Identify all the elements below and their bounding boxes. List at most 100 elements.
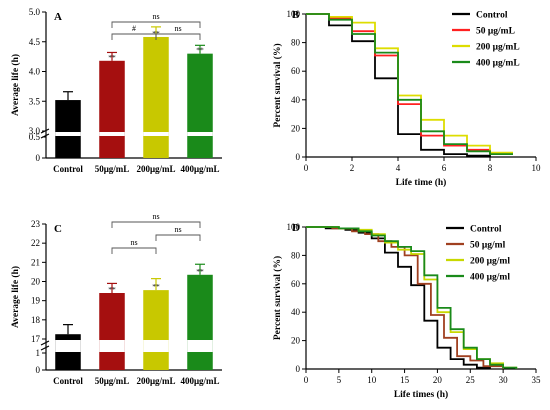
x-axis-label: Life times (h) bbox=[394, 389, 448, 400]
x-tick-label: 25 bbox=[466, 375, 476, 385]
series-line-2 bbox=[306, 226, 504, 369]
x-tick-label: 20 bbox=[433, 375, 443, 385]
bar-break-band bbox=[187, 340, 213, 352]
x-tick-label: 0 bbox=[304, 375, 309, 385]
bracket-label: ns bbox=[130, 238, 137, 247]
significance-label: ** bbox=[152, 29, 160, 38]
bracket-label: ns bbox=[174, 24, 181, 33]
y-tick-label: 5.0 bbox=[29, 7, 41, 17]
bar-1 bbox=[55, 100, 81, 158]
y-tick-label: 1 bbox=[36, 348, 41, 358]
y-tick-label: 4.5 bbox=[29, 37, 41, 47]
bar-break-band bbox=[55, 132, 81, 136]
bar-4 bbox=[187, 274, 213, 370]
y-tick-label: 80 bbox=[291, 250, 301, 260]
x-tick-label: 15 bbox=[400, 375, 410, 385]
y-tick-label: 17 bbox=[31, 334, 41, 344]
category-label: Control bbox=[53, 376, 83, 386]
x-tick-label: 8 bbox=[488, 163, 493, 173]
x-tick-label: 0 bbox=[304, 163, 309, 173]
y-tick-label: 20 bbox=[31, 277, 41, 287]
bar-2 bbox=[99, 293, 125, 370]
significance-label: ** bbox=[152, 282, 160, 291]
significance-bracket bbox=[155, 234, 201, 241]
x-tick-label: 4 bbox=[396, 163, 401, 173]
y-tick-label: 19 bbox=[31, 296, 41, 306]
panel-letter: D bbox=[292, 222, 300, 234]
bracket-label: # bbox=[132, 24, 136, 33]
series-line-4 bbox=[306, 13, 513, 155]
series-line-3 bbox=[306, 13, 513, 154]
bar-2 bbox=[99, 60, 125, 158]
legend-label: 50 μg/ml bbox=[470, 241, 506, 251]
y-tick-label: 0 bbox=[296, 152, 301, 162]
significance-label: ** bbox=[108, 285, 116, 294]
axis-break-mark bbox=[40, 128, 50, 139]
y-tick-label: 23 bbox=[31, 219, 41, 229]
x-tick-label: 30 bbox=[499, 375, 509, 385]
significance-bracket bbox=[111, 21, 201, 28]
y-tick-label: 22 bbox=[31, 238, 40, 248]
bracket-label: ns bbox=[152, 212, 159, 221]
y-tick-label: 3.5 bbox=[29, 96, 41, 106]
bracket-label: ns bbox=[152, 12, 159, 21]
bar-break-band bbox=[187, 132, 213, 136]
x-tick-label: 5 bbox=[337, 375, 342, 385]
y-tick-label: 3.0 bbox=[29, 126, 41, 136]
x-tick-label: 10 bbox=[532, 163, 542, 173]
bar-1 bbox=[55, 334, 81, 370]
y-tick-label: 0 bbox=[36, 153, 41, 163]
panel-letter: C bbox=[54, 223, 62, 235]
series-line-4 bbox=[306, 226, 518, 369]
y-tick-label: 18 bbox=[31, 315, 41, 325]
y-axis-label: Average life (h) bbox=[10, 266, 21, 328]
y-tick-label: 100 bbox=[287, 222, 301, 232]
axis-break-mark bbox=[40, 340, 50, 351]
category-label: Control bbox=[53, 164, 83, 174]
bar-break-band bbox=[55, 340, 81, 352]
significance-label: ** bbox=[108, 53, 116, 62]
legend-label: Control bbox=[476, 11, 508, 21]
x-tick-label: 35 bbox=[532, 375, 542, 385]
y-tick-label: 40 bbox=[291, 95, 301, 105]
bar-3 bbox=[143, 36, 169, 158]
y-axis-label: Percent survival (%) bbox=[272, 43, 283, 127]
category-label: 50μg/mL bbox=[95, 376, 130, 386]
legend-label: 50 μg/mL bbox=[476, 27, 515, 37]
panel-letter: B bbox=[292, 9, 300, 21]
panel-letter: A bbox=[54, 11, 62, 23]
x-axis-label: Life time (h) bbox=[396, 177, 447, 188]
y-tick-label: 20 bbox=[291, 336, 301, 346]
category-label: 200μg/mL bbox=[136, 376, 175, 386]
y-tick-label: 40 bbox=[291, 307, 301, 317]
bar-4 bbox=[187, 53, 213, 158]
y-tick-label: 0 bbox=[36, 365, 41, 375]
legend-label: 400 μg/ml bbox=[470, 273, 510, 283]
category-label: 200μg/mL bbox=[136, 164, 175, 174]
significance-bracket bbox=[155, 33, 201, 40]
series-line-1 bbox=[306, 13, 491, 157]
significance-bracket bbox=[111, 221, 201, 228]
y-tick-label: 60 bbox=[291, 279, 301, 289]
legend-label: 400 μg/mL bbox=[476, 59, 520, 69]
y-axis-label: Average life (h) bbox=[10, 54, 21, 116]
legend-label: 200 μg/mL bbox=[476, 43, 520, 53]
category-label: 400μg/mL bbox=[180, 164, 219, 174]
bar-break-band bbox=[99, 340, 125, 352]
y-tick-label: 21 bbox=[31, 257, 40, 267]
y-tick-label: 0 bbox=[296, 364, 301, 374]
series-line-2 bbox=[306, 13, 513, 155]
y-tick-label: 20 bbox=[291, 123, 301, 133]
y-tick-label: 80 bbox=[291, 38, 301, 48]
legend-label: Control bbox=[470, 225, 502, 235]
legend-label: 200 μg/ml bbox=[470, 257, 510, 267]
x-tick-label: 2 bbox=[350, 163, 355, 173]
significance-label: ** bbox=[196, 46, 204, 55]
y-tick-label: 0.5 bbox=[29, 132, 41, 142]
category-label: 400μg/mL bbox=[180, 376, 219, 386]
y-tick-label: 60 bbox=[291, 66, 301, 76]
bracket-label: ns bbox=[174, 225, 181, 234]
bar-break-band bbox=[143, 132, 169, 136]
bar-3 bbox=[143, 290, 169, 370]
